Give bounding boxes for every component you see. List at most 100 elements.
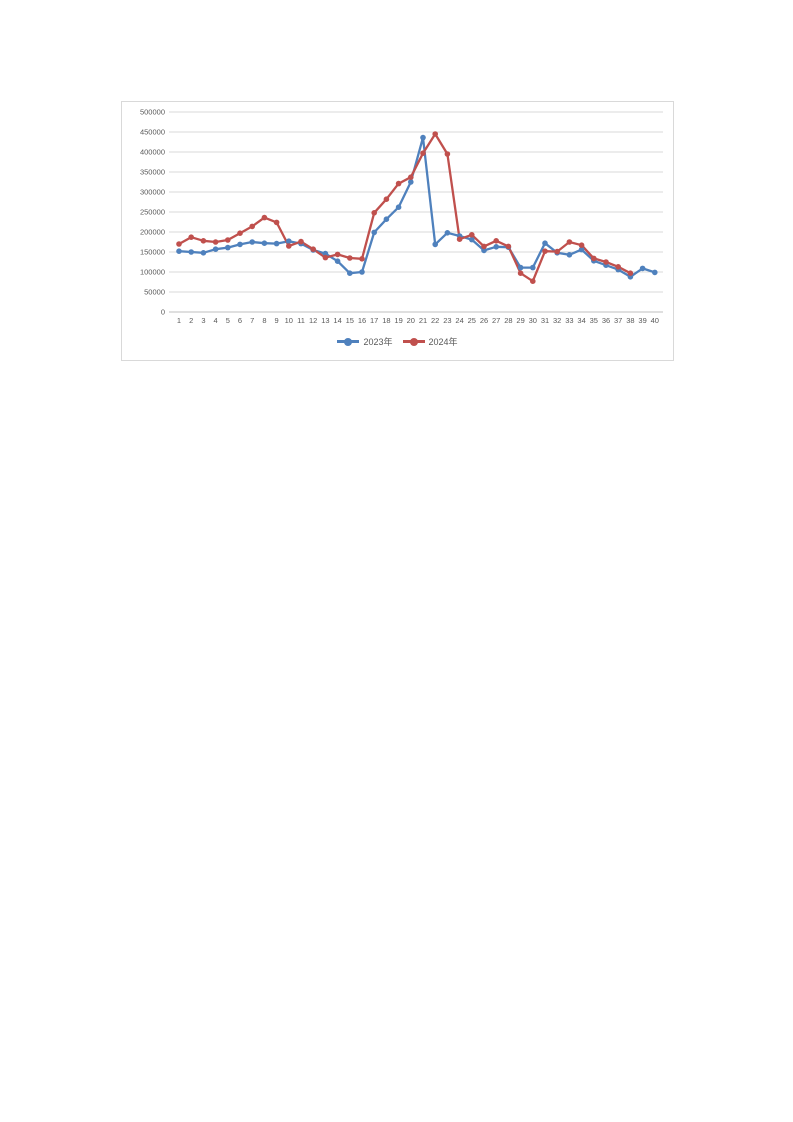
- data-point-marker-2024年: [298, 238, 304, 245]
- data-point-marker-2023年: [517, 264, 524, 271]
- data-point-marker-2024年: [347, 255, 353, 261]
- y-axis-tick-label: 100000: [140, 268, 165, 277]
- legend-label-2024: 2024年: [428, 337, 458, 347]
- data-point-marker-2023年: [200, 250, 207, 256]
- data-point-marker-2023年: [273, 240, 280, 247]
- x-axis-tick-label: 24: [455, 316, 463, 325]
- data-point-marker-2023年: [237, 241, 243, 248]
- y-axis-tick-label: 250000: [140, 208, 165, 217]
- y-axis-tick-label: 450000: [140, 128, 165, 137]
- legend-item-2023[interactable]: 2023年: [337, 335, 393, 348]
- data-point-marker-2023年: [359, 269, 365, 275]
- data-point-marker-2023年: [286, 238, 292, 244]
- data-point-marker-2023年: [225, 244, 231, 251]
- data-point-marker-2024年: [517, 270, 524, 276]
- data-point-marker-2023年: [261, 240, 268, 246]
- data-point-marker-2023年: [395, 204, 402, 210]
- data-point-marker-2024年: [456, 236, 463, 242]
- data-point-marker-2024年: [566, 239, 573, 245]
- data-point-marker-2024年: [249, 223, 255, 230]
- x-axis-tick-label: 16: [358, 316, 366, 325]
- x-axis-tick-label: 30: [529, 316, 537, 325]
- data-point-marker-2023年: [420, 134, 426, 141]
- x-axis-tick-label: 10: [285, 316, 293, 325]
- data-point-marker-2023年: [542, 240, 548, 246]
- data-point-marker-2023年: [639, 265, 646, 272]
- x-axis-tick-label: 29: [516, 316, 524, 325]
- x-axis-tick-label: 37: [614, 316, 622, 325]
- data-point-marker-2024年: [212, 239, 219, 245]
- data-point-marker-2023年: [383, 216, 390, 222]
- x-axis-tick-label: 28: [504, 316, 512, 325]
- x-axis-tick-label: 36: [602, 316, 610, 325]
- series-line-2023年: [177, 136, 656, 278]
- legend-swatch-2024: [402, 337, 425, 346]
- data-point-marker-2023年: [188, 249, 194, 255]
- x-axis-tick-label: 2: [189, 316, 193, 325]
- chart-legend: 2023年 2024年: [122, 335, 673, 348]
- x-axis-tick-label: 7: [250, 316, 254, 325]
- data-point-marker-2024年: [554, 248, 560, 255]
- data-point-marker-2023年: [652, 269, 658, 276]
- line-chart[interactable]: 0 50000 100000 150000 200000 250000 300000 3500…: [121, 101, 674, 361]
- data-point-marker-2023年: [176, 248, 182, 254]
- x-axis-tick-label: 3: [201, 316, 205, 325]
- data-point-marker-2023年: [444, 230, 451, 236]
- legend-item-2024[interactable]: 2024年: [402, 335, 458, 348]
- data-point-marker-2024年: [286, 243, 292, 249]
- data-point-marker-2024年: [603, 259, 609, 265]
- data-point-marker-2023年: [371, 229, 377, 236]
- data-point-marker-2024年: [542, 248, 548, 254]
- data-point-marker-2024年: [359, 256, 365, 262]
- data-point-marker-2023年: [481, 247, 487, 254]
- y-axis-tick-label: 500000: [140, 108, 165, 117]
- data-point-marker-2024年: [371, 210, 377, 216]
- data-point-marker-2023年: [347, 270, 353, 276]
- data-point-marker-2024年: [176, 241, 182, 247]
- data-point-marker-2024年: [432, 131, 439, 137]
- y-axis-tick-label: 0: [161, 308, 165, 317]
- x-axis-tick-label: 19: [394, 316, 402, 325]
- x-axis-tick-label: 13: [321, 316, 329, 325]
- data-point-marker-2024年: [444, 151, 451, 157]
- data-point-marker-2024年: [420, 150, 426, 156]
- data-point-marker-2023年: [578, 246, 585, 253]
- y-axis-tick-label: 400000: [140, 148, 165, 157]
- x-axis-tick-label: 1: [177, 316, 181, 325]
- data-point-marker-2024年: [200, 238, 207, 244]
- x-axis-tick-label: 18: [382, 316, 390, 325]
- y-axis-tick-label: 50000: [144, 288, 165, 297]
- x-axis-tick-label: 6: [238, 316, 242, 325]
- x-axis-tick-label: 5: [226, 316, 230, 325]
- data-point-marker-2024年: [310, 246, 316, 252]
- data-point-marker-2024年: [261, 214, 268, 221]
- data-point-marker-2024年: [578, 242, 585, 248]
- data-point-marker-2023年: [249, 239, 255, 245]
- x-axis-tick-label: 32: [553, 316, 561, 325]
- data-point-marker-2024年: [322, 254, 329, 261]
- data-point-marker-2024年: [493, 238, 500, 244]
- data-point-marker-2023年: [566, 252, 573, 258]
- data-point-marker-2024年: [395, 180, 402, 187]
- x-axis-tick-label: 39: [638, 316, 646, 325]
- x-axis-tick-label: 8: [262, 316, 266, 325]
- x-axis-tick-label: 40: [651, 316, 659, 325]
- x-axis-tick-label: 33: [565, 316, 573, 325]
- data-point-marker-2024年: [334, 251, 341, 258]
- data-point-marker-2024年: [383, 196, 390, 202]
- data-point-marker-2024年: [237, 230, 243, 236]
- data-point-marker-2024年: [615, 264, 621, 270]
- x-axis-tick-label: 17: [370, 316, 378, 325]
- data-point-marker-2023年: [493, 244, 500, 250]
- data-point-marker-2023年: [530, 264, 536, 271]
- data-point-marker-2023年: [212, 246, 219, 252]
- data-point-marker-2024年: [627, 270, 634, 276]
- legend-swatch-2023: [337, 337, 360, 346]
- x-axis-tick-label: 20: [407, 316, 415, 325]
- legend-label-2023: 2023年: [363, 337, 393, 347]
- y-axis-tick-label: 200000: [140, 228, 165, 237]
- y-axis-tick-label: 150000: [140, 248, 165, 257]
- x-axis-tick-label: 22: [431, 316, 439, 325]
- chart-canvas: 0500001000001500002000002500003000003500…: [140, 108, 663, 325]
